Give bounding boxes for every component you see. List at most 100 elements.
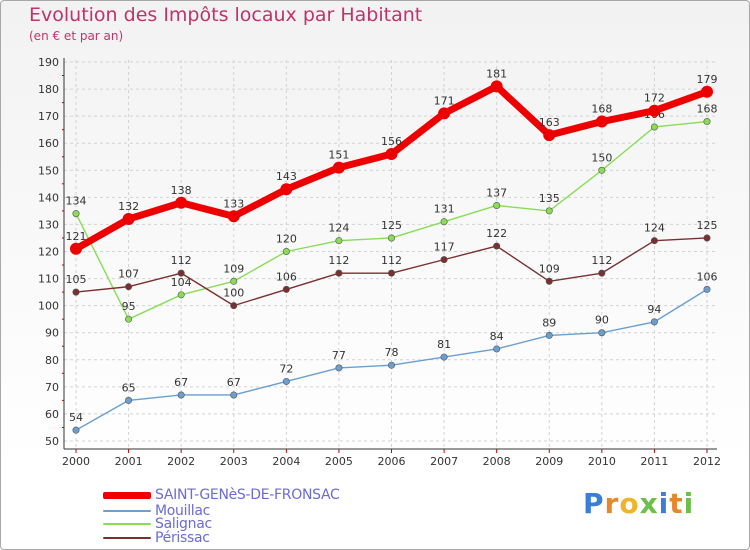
data-point: [595, 115, 608, 128]
data-point: [175, 196, 188, 209]
data-point: [648, 104, 661, 117]
legend-label: Mouillac: [155, 503, 211, 519]
data-point: [72, 288, 80, 296]
data-point: [125, 396, 133, 404]
data-label: 172: [644, 92, 665, 105]
data-point: [177, 391, 185, 399]
y-tick-label: 90: [45, 327, 59, 340]
data-point: [122, 213, 135, 226]
data-label: 78: [385, 346, 399, 359]
legend-swatch: [103, 510, 151, 512]
data-label: 120: [276, 233, 297, 246]
data-label: 112: [328, 254, 349, 267]
data-label: 179: [697, 73, 718, 86]
data-point: [335, 364, 343, 372]
y-tick-label: 80: [45, 354, 59, 367]
data-point: [72, 210, 80, 218]
legend-swatch: [103, 537, 151, 539]
brand-letter: t: [669, 487, 684, 520]
data-label: 112: [381, 254, 402, 267]
data-point: [387, 269, 395, 277]
x-tick-label: 2012: [693, 455, 721, 468]
data-point: [335, 269, 343, 277]
data-point: [490, 80, 503, 93]
data-label: 132: [118, 200, 139, 213]
brand-letter: P: [583, 487, 605, 520]
data-point: [703, 234, 711, 242]
data-label: 150: [591, 151, 612, 164]
brand-letter: r: [604, 487, 620, 520]
data-label: 122: [486, 227, 507, 240]
data-point: [493, 242, 501, 250]
y-tick-label: 100: [38, 300, 59, 313]
data-point: [385, 148, 398, 161]
chart-subtitle: (en € et par an): [29, 29, 124, 43]
data-point: [227, 210, 240, 223]
data-label: 112: [171, 254, 192, 267]
brand-logo: Proxiti: [583, 487, 694, 520]
data-point: [493, 345, 501, 353]
data-point: [282, 285, 290, 293]
x-tick-label: 2007: [430, 455, 458, 468]
data-label: 181: [486, 67, 507, 80]
data-label: 124: [644, 222, 665, 235]
data-point: [230, 302, 238, 310]
y-tick-label: 140: [38, 191, 59, 204]
data-point: [650, 318, 658, 326]
data-label: 107: [118, 268, 139, 281]
data-label: 125: [381, 219, 402, 232]
data-point: [440, 218, 448, 226]
data-point: [650, 123, 658, 131]
brand-letter: i: [683, 487, 695, 520]
data-label: 81: [437, 338, 451, 351]
legend-label: Périssac: [155, 530, 210, 546]
y-tick-label: 110: [38, 273, 59, 286]
y-tick-label: 50: [45, 435, 59, 448]
data-point: [545, 277, 553, 285]
data-label: 138: [171, 184, 192, 197]
data-point: [598, 166, 606, 174]
data-point: [438, 107, 451, 120]
x-tick-label: 2008: [483, 455, 511, 468]
data-point: [545, 331, 553, 339]
data-point: [703, 285, 711, 293]
data-point: [282, 248, 290, 256]
data-point: [72, 426, 80, 434]
data-label: 134: [66, 195, 87, 208]
data-label: 168: [591, 103, 612, 116]
data-point: [70, 242, 82, 255]
data-point: [440, 256, 448, 264]
data-label: 109: [539, 262, 560, 275]
x-tick-label: 2011: [640, 455, 668, 468]
data-label: 84: [490, 330, 504, 343]
y-tick-label: 120: [38, 246, 59, 259]
brand-letter: i: [658, 487, 670, 520]
y-tick-label: 170: [38, 110, 59, 123]
x-tick-label: 2003: [220, 455, 248, 468]
brand-letter: o: [619, 487, 640, 520]
legend-label: Salignac: [155, 516, 212, 532]
data-label: 100: [223, 287, 244, 300]
legend-item: Périssac: [103, 530, 210, 546]
data-point: [230, 277, 238, 285]
data-point: [282, 377, 290, 385]
data-label: 112: [591, 254, 612, 267]
legend-label: SAINT-GENèS-DE-FRONSAC: [155, 487, 340, 503]
legend-item: Salignac: [103, 516, 212, 532]
data-label: 117: [434, 241, 455, 254]
data-label: 77: [332, 349, 346, 362]
data-label: 133: [223, 197, 244, 210]
data-label: 171: [434, 94, 455, 107]
x-tick-label: 2001: [115, 455, 143, 468]
data-label: 105: [66, 273, 87, 286]
data-point: [440, 353, 448, 361]
data-point: [125, 283, 133, 291]
data-label: 168: [697, 103, 718, 116]
data-label: 95: [122, 300, 136, 313]
data-label: 156: [381, 135, 402, 148]
y-tick-label: 180: [38, 83, 59, 96]
data-point: [543, 129, 556, 142]
data-label: 143: [276, 170, 297, 183]
data-label: 137: [486, 186, 507, 199]
